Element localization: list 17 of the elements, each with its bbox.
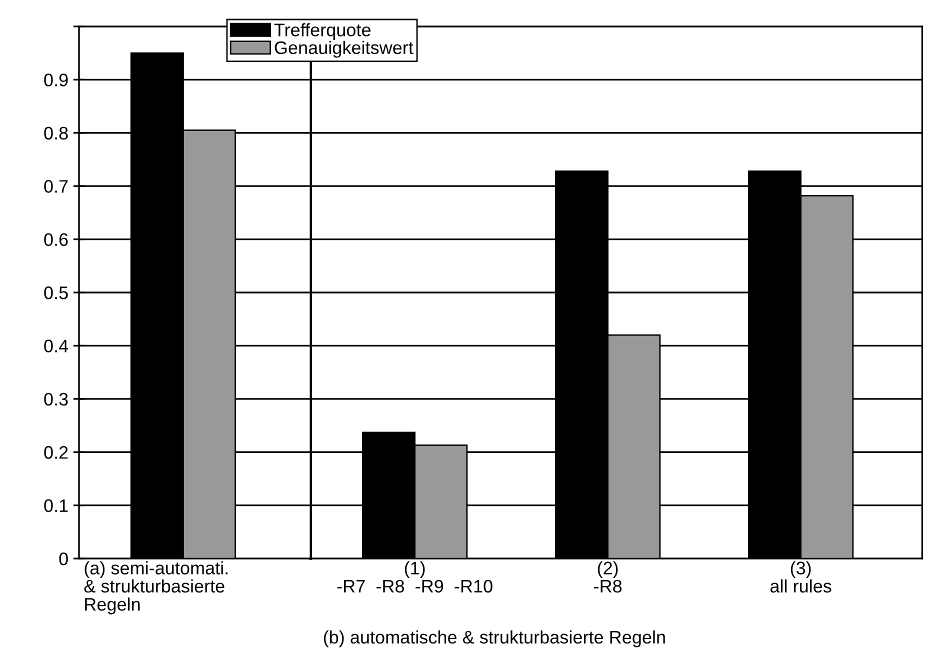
y-tick-label: 0.4 (44, 340, 68, 352)
y-tick-label: 0.7 (44, 180, 68, 193)
y-tick-label: 0.6 (44, 233, 68, 246)
y-tick-label: 0.5 (44, 286, 68, 300)
y-tick-label: 0 (59, 552, 68, 566)
legend-label: Trefferquote (274, 23, 370, 40)
y-tick-label: 0.2 (44, 446, 68, 459)
x-tick-label: (1) -R7 -R8 -R9 -R10 (337, 561, 492, 593)
y-tick-label: 0.8 (44, 126, 68, 140)
y-tick-label: 0.1 (44, 499, 68, 512)
x-tick-label: (a) semi-automati. & strukturbasierte Regeln (84, 561, 228, 614)
x-tick-label: (2) -R8 (594, 561, 622, 593)
y-tick-label: 0.3 (44, 392, 68, 406)
y-tick-label: 0.9 (44, 74, 68, 86)
x-tick-label: (3) all rules (770, 561, 832, 593)
legend-label: Genauigkeitswert (274, 40, 414, 58)
text: (b) automatische & strukturbasierte Regeln (324, 630, 665, 648)
